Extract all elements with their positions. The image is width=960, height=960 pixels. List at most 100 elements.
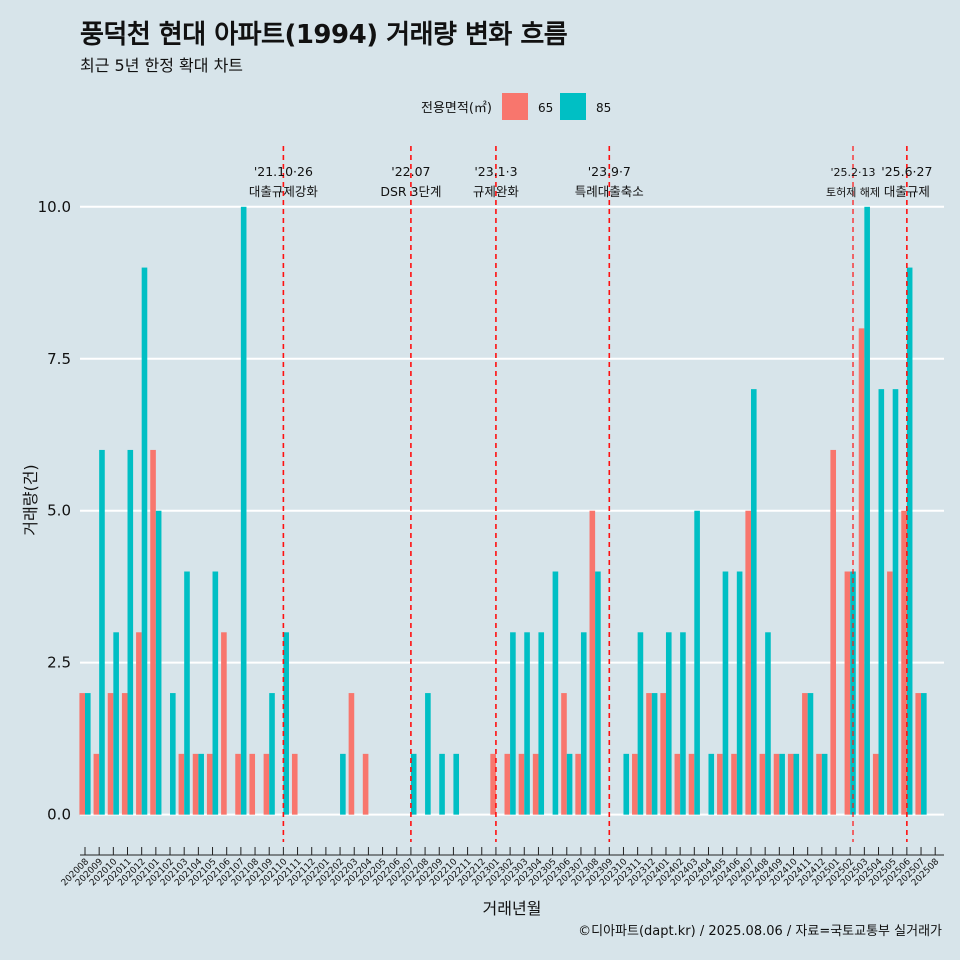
bar-85-202207 [410, 753, 417, 815]
bar-85-202505 [892, 389, 899, 815]
bar-65-202402 [674, 753, 681, 815]
bar-65-202503 [858, 328, 865, 815]
bar-65-202408 [759, 753, 766, 815]
bar-85-202008 [85, 693, 91, 815]
bar-65-202010 [107, 693, 114, 815]
bar-85-202310 [623, 753, 630, 815]
bar-65-202008 [79, 693, 85, 815]
bar-65-202507 [915, 693, 922, 815]
bar-85-202009 [99, 449, 105, 815]
chart-caption: ©디아파트(dapt.kr) / 2025.08.06 / 자료=국토교통부 실… [578, 924, 942, 939]
bar-65-202412 [816, 753, 822, 815]
event-desc-label: 규제완화 [473, 184, 520, 199]
bar-65-202108 [249, 753, 256, 815]
bar-65-202304 [532, 753, 539, 815]
legend-label-85: 85 [596, 101, 611, 115]
bar-65-202306 [561, 693, 567, 815]
bar-65-202406 [731, 753, 737, 815]
bar-65-202401 [660, 693, 666, 815]
bar-65-202101 [150, 449, 156, 815]
y-tick-label: 7.5 [47, 350, 71, 368]
bar-85-202103 [184, 571, 190, 815]
chart-title: 풍덕천 현대 아파트(1994) 거래량 변화 흐름 [80, 20, 568, 50]
bar-65-202311 [632, 753, 638, 815]
bar-85-202404 [708, 753, 715, 815]
bar-85-202209 [439, 753, 445, 815]
bar-65-202203 [348, 693, 355, 815]
y-tick-label: 5.0 [47, 502, 71, 520]
bar-85-202403 [694, 510, 700, 815]
bar-65-202302 [504, 753, 511, 815]
legend-title: 전용면적(㎡) [421, 101, 492, 116]
bar-85-202110 [283, 632, 289, 815]
bar-65-202011 [121, 693, 128, 815]
bar-85-202507 [921, 693, 927, 815]
bar-85-202010 [113, 632, 119, 815]
bar-85-202202 [340, 753, 346, 815]
event-desc-label: DSR 3단계 [380, 184, 441, 199]
bar-85-202210 [453, 753, 460, 815]
y-tick-label: 2.5 [47, 654, 71, 672]
event-date-label: '25.6·27 [881, 164, 932, 179]
bar-65-202407 [745, 510, 751, 815]
bar-65-202308 [589, 510, 596, 815]
bar-65-202104 [192, 753, 199, 815]
bar-85-202408 [765, 632, 771, 815]
bar-85-202409 [779, 753, 785, 815]
bar-65-202301 [490, 753, 496, 815]
bar-85-202011 [127, 449, 134, 815]
bar-65-202009 [93, 753, 100, 815]
bar-65-202012 [136, 632, 142, 815]
legend-swatch-65 [502, 93, 528, 120]
bar-85-202303 [524, 632, 530, 815]
event-date-label: '23.9·7 [588, 164, 631, 179]
bar-65-202403 [688, 753, 695, 815]
bar-85-202302 [510, 632, 516, 815]
bar-85-202306 [566, 753, 573, 815]
bar-65-202502 [844, 571, 851, 815]
bar-85-202506 [906, 267, 913, 815]
bar-65-202501 [830, 449, 837, 815]
bar-85-202102 [170, 693, 176, 815]
bar-85-202012 [141, 267, 148, 815]
y-tick-label: 0.0 [47, 806, 71, 824]
bar-65-202103 [178, 753, 185, 815]
bar-65-202506 [901, 510, 907, 815]
bar-85-202406 [736, 571, 743, 815]
bar-65-202109 [263, 753, 270, 815]
event-date-label: '21.10·26 [254, 164, 313, 179]
event-desc-label: 토허제 해제 [826, 185, 880, 199]
legend-label-65: 65 [538, 101, 553, 115]
bar-65-202106 [221, 632, 227, 815]
x-axis-title: 거래년월 [483, 899, 542, 918]
bar-85-202405 [722, 571, 729, 815]
bar-65-202410 [787, 753, 794, 815]
event-date-label: '23.1·3 [474, 164, 517, 179]
bar-65-202111 [291, 753, 298, 815]
bar-65-202411 [802, 693, 808, 815]
bar-65-202105 [206, 753, 213, 815]
bar-85-202312 [651, 693, 658, 815]
bar-65-202312 [646, 693, 652, 815]
event-date-label: '25.2·13 [831, 166, 876, 179]
bar-85-202411 [807, 693, 814, 815]
y-tick-label: 10.0 [38, 198, 71, 216]
event-date-label: '22.07 [391, 164, 430, 179]
bar-85-202304 [538, 632, 545, 815]
event-desc-label: 대출규제강화 [249, 184, 319, 199]
legend-swatch-85 [560, 93, 586, 120]
bar-85-202504 [878, 389, 885, 815]
bar-85-202311 [637, 632, 644, 815]
bar-85-202101 [155, 510, 162, 815]
bar-85-202410 [793, 753, 800, 815]
bar-65-202504 [872, 753, 879, 815]
event-desc-label: 대출규제 [884, 184, 930, 199]
bar-85-202401 [665, 632, 672, 815]
bar-65-202107 [235, 753, 241, 815]
bar-85-202407 [750, 389, 757, 815]
bar-65-202303 [518, 753, 525, 815]
bar-65-202409 [773, 753, 780, 815]
bar-65-202505 [887, 571, 893, 815]
bar-85-202307 [580, 632, 587, 815]
bar-85-202109 [269, 693, 275, 815]
